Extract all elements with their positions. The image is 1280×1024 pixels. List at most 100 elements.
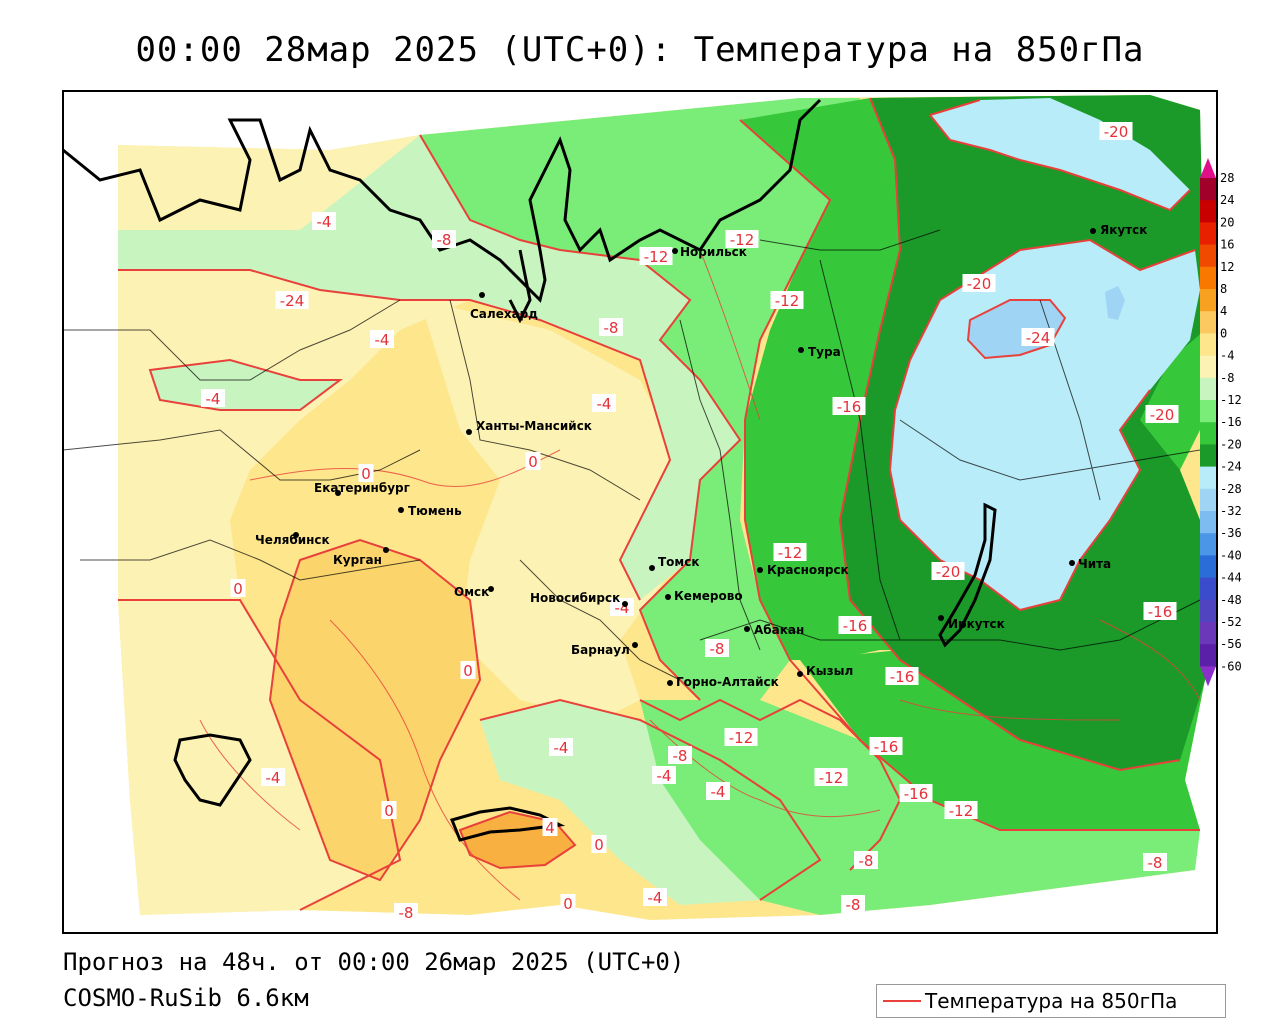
colorbar-tick-label: -48 — [1220, 593, 1242, 607]
city-dot — [938, 615, 944, 621]
temp-band--8--4-west — [150, 360, 340, 410]
isoline-label-bg — [432, 230, 456, 248]
city-label: Абакан — [754, 623, 804, 637]
isoline-label: -4 — [266, 769, 281, 787]
city-dot — [383, 547, 389, 553]
city-dot — [466, 429, 472, 435]
city-dot — [488, 586, 494, 592]
isoline-label: -12 — [730, 231, 755, 249]
colorbar-swatch — [1200, 644, 1216, 667]
isoline-label-bg — [560, 894, 576, 912]
isoline-label-bg — [312, 212, 336, 230]
city-dot — [1090, 228, 1096, 234]
temp-band--24--20 — [890, 240, 1200, 610]
isoline-label-bg — [591, 835, 607, 853]
colorbar-swatch — [1200, 400, 1216, 423]
city-label: Красноярск — [767, 563, 849, 577]
isoline-label: -16 — [890, 668, 915, 686]
colorbar-tick-label: 8 — [1220, 282, 1227, 296]
isoline-label-bg — [841, 895, 865, 913]
city-label: Тура — [808, 345, 841, 359]
isoline-label-bg — [869, 737, 903, 755]
isoline-label: -12 — [775, 292, 800, 310]
isoline-label-bg — [962, 274, 996, 292]
city-dot — [479, 292, 485, 298]
isoline-label: 4 — [545, 819, 555, 837]
isoline-label-bg — [832, 397, 866, 415]
isoline-label-bg — [899, 784, 933, 802]
lake-outline-2 — [449, 806, 566, 842]
colorbar-tick-label: -60 — [1220, 659, 1242, 673]
colorbar-tick-label: 12 — [1220, 260, 1234, 274]
isoline-label: -16 — [843, 617, 868, 635]
colorbar-tick-label: -40 — [1220, 548, 1242, 562]
colorbar-swatch — [1200, 466, 1216, 490]
isoline-labels: -20-12-12-8-4-24-4-8-12-20-24-4 -4 -16 -200… — [201, 122, 1179, 922]
isoline-label-bg — [549, 738, 573, 756]
city-dot — [398, 507, 404, 513]
isoline-label: -16 — [904, 785, 929, 803]
isoline-label: -4 — [597, 395, 612, 413]
isoline-label-bg — [394, 903, 418, 921]
isoline-label: -8 — [1148, 854, 1163, 872]
isoline-label-bg — [724, 728, 758, 746]
isoline-label: 0 — [233, 580, 243, 598]
legend-line-swatch — [883, 1000, 921, 1002]
isoline-label-bg — [230, 579, 246, 597]
isoline-label: 0 — [594, 836, 604, 854]
isoline-label-bg — [599, 318, 623, 336]
isoline-label-bg — [944, 801, 978, 819]
isoline-label-bg — [381, 801, 397, 819]
model-name: COSMO-RuSib 6.6км — [63, 984, 309, 1012]
colorbar-swatch — [1200, 444, 1216, 468]
isoline-label: -4 — [375, 331, 390, 349]
lake-outline — [173, 733, 252, 807]
isoline-label-bg — [592, 394, 616, 412]
city-dot — [293, 532, 299, 538]
colorbar-tick-label: -44 — [1220, 571, 1242, 585]
forecast-info: Прогноз на 48ч. от 00:00 26мар 2025 (UTC… — [63, 948, 685, 976]
isoline-label-bg — [885, 667, 919, 685]
city-label: Иркутск — [948, 617, 1005, 631]
coastline — [63, 98, 822, 324]
isoline-label-bg — [838, 616, 872, 634]
colorbar-tick-label: -12 — [1220, 393, 1242, 407]
city-dot — [665, 594, 671, 600]
colorbar-tick-label: -20 — [1220, 437, 1242, 451]
colorbar-tick-label: 4 — [1220, 304, 1227, 318]
colorbar-swatch — [1200, 377, 1216, 401]
isoline-label-bg — [542, 818, 558, 836]
baikal-lake — [938, 502, 997, 648]
colorbar-tick-label: -28 — [1220, 482, 1242, 496]
isoline-label: -8 — [859, 852, 874, 870]
colorbar-top-arrow — [1200, 158, 1216, 178]
isoline-label: 0 — [463, 662, 473, 680]
isoline-label: -16 — [1148, 603, 1173, 621]
isoline-label: -8 — [437, 231, 452, 249]
isoline-label-bg — [1099, 122, 1133, 140]
colorbar-tick-label: 16 — [1220, 238, 1234, 252]
isoline-label: -12 — [949, 802, 974, 820]
isolines — [118, 97, 1200, 911]
colorbar-tick-label: 20 — [1220, 215, 1234, 229]
city-label: Омск — [454, 585, 489, 599]
isoline-label: -4 — [206, 390, 221, 408]
isoline-label: -12 — [644, 248, 669, 266]
isoline-label: -4 — [317, 213, 332, 231]
isoline-label: -20 — [1150, 406, 1175, 424]
isoline-label-bg — [725, 230, 759, 248]
colorbar-tick-label: 0 — [1220, 326, 1227, 340]
temp-band-below--24-small — [1105, 286, 1125, 320]
isoline-label-bg — [706, 782, 730, 800]
isoline-label-bg — [773, 543, 807, 561]
city-label: Барнаул — [571, 643, 630, 657]
isoline-label: -8 — [673, 747, 688, 765]
colorbar-swatch — [1200, 222, 1216, 246]
isoline-label: -12 — [819, 769, 844, 787]
isoline-label-bg — [643, 888, 667, 906]
city-label: Екатеринбург — [314, 481, 410, 495]
city-dot — [667, 680, 673, 686]
isoline-label: -8 — [604, 319, 619, 337]
city-label: Тюмень — [408, 504, 462, 518]
legend-label: Температура на 850гПа — [925, 989, 1178, 1013]
